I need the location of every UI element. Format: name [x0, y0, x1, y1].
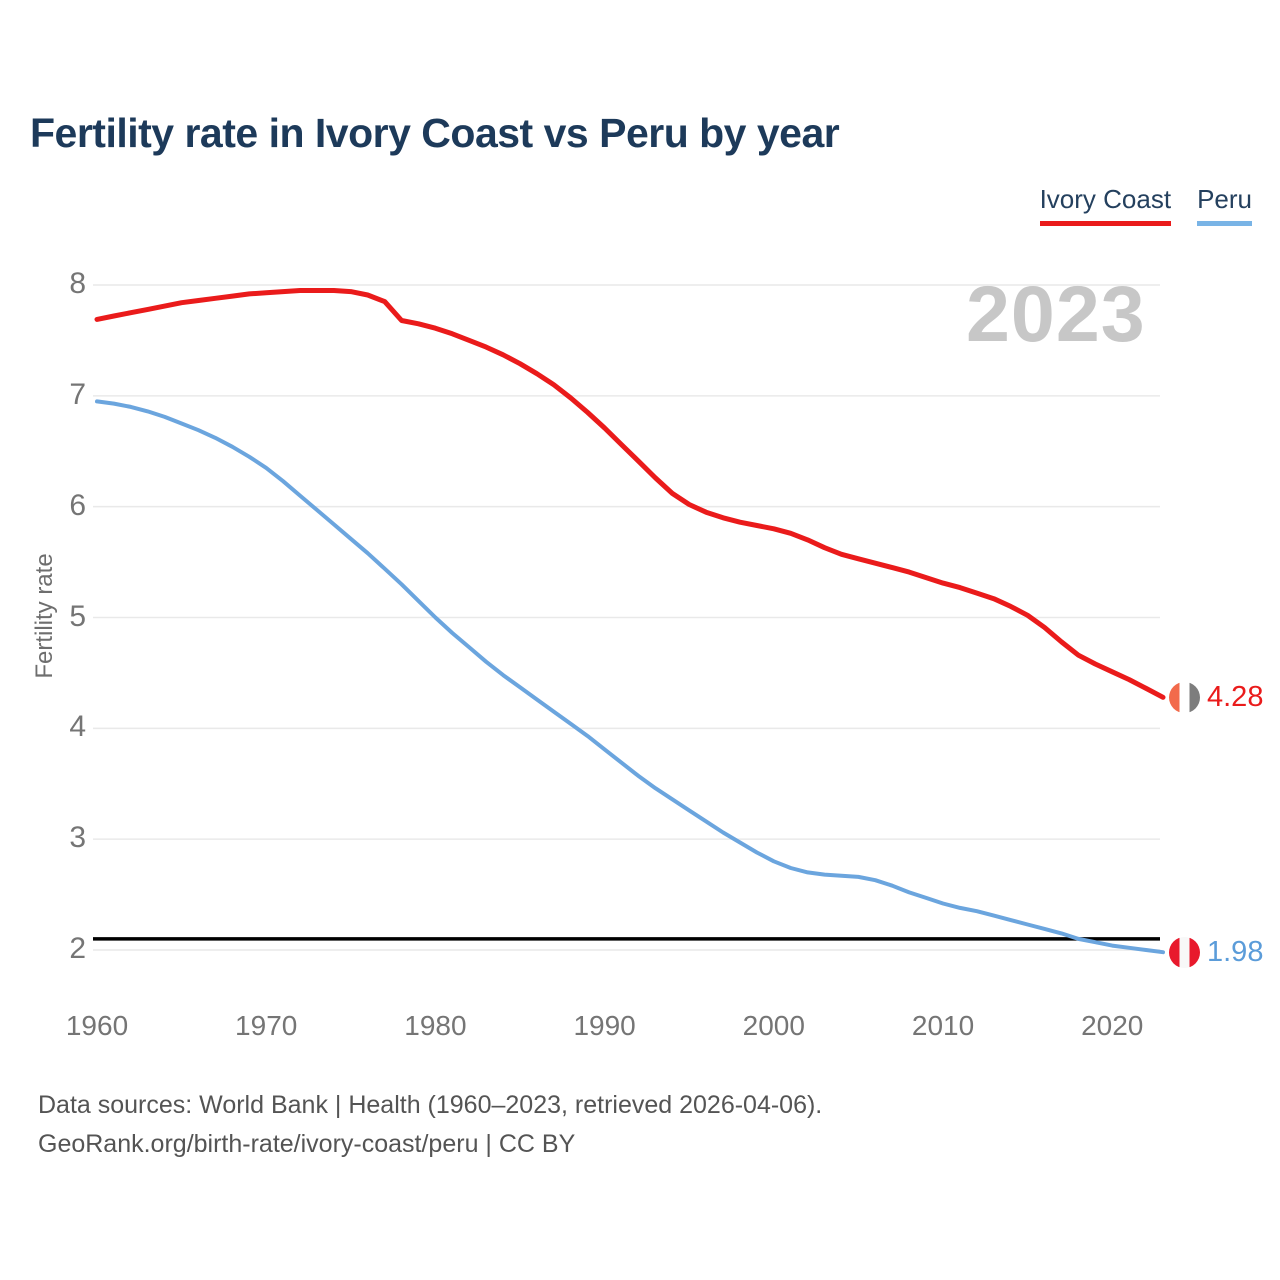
peru-end-value: 1.98 [1207, 936, 1264, 969]
legend-item-peru[interactable]: Peru [1197, 184, 1252, 226]
legend: Ivory Coast Peru [1039, 184, 1252, 226]
y-tick-2: 2 [69, 932, 86, 965]
peru-line [95, 399, 1165, 955]
y-tick-5: 5 [69, 599, 86, 633]
end-label-ivory-coast: 4.28 [1169, 681, 1263, 714]
y-tick-3: 3 [69, 821, 86, 855]
x-tick-1980: 1980 [404, 1010, 467, 1041]
ivory-coast-end-value: 4.28 [1207, 681, 1264, 714]
legend-item-ivory-coast[interactable]: Ivory Coast [1039, 184, 1172, 226]
ivory-coast-line [94, 288, 1166, 700]
y-tick-6: 6 [69, 488, 86, 522]
year-watermark: 2023 [966, 269, 1146, 358]
x-tick-2000: 2000 [742, 1010, 805, 1041]
end-label-peru: 1.98 [1169, 936, 1263, 969]
x-tick-1970: 1970 [235, 1010, 298, 1041]
footer-attribution: GeoRank.org/birth-rate/ivory-coast/peru … [38, 1130, 576, 1158]
x-tick-1990: 1990 [573, 1010, 636, 1041]
y-tick-8: 8 [69, 267, 86, 300]
footer-sources: Data sources: World Bank | Health (1960–… [38, 1091, 823, 1119]
page-title: Fertility rate in Ivory Coast vs Peru by… [30, 110, 840, 156]
y-tick-7: 7 [69, 377, 86, 411]
x-tick-2010: 2010 [911, 1010, 975, 1041]
peru-flag-icon [1169, 937, 1200, 969]
footer: Data sources: World Bank | Health (1960–… [38, 1086, 822, 1164]
x-tick-1960: 1960 [65, 1010, 129, 1041]
y-tick-4: 4 [69, 710, 86, 744]
ivory-coast-flag-icon [1169, 682, 1200, 714]
x-tick-2020: 2020 [1081, 1010, 1144, 1041]
